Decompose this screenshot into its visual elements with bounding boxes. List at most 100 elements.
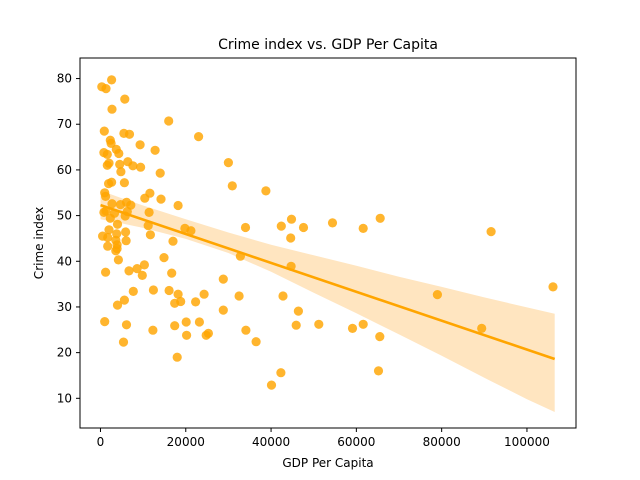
data-point — [124, 266, 134, 276]
data-point — [112, 300, 123, 310]
y-axis-ticks: 10 20 30 40 50 60 70 80 — [57, 72, 80, 405]
data-point — [124, 129, 135, 139]
data-point — [107, 199, 117, 209]
data-point — [99, 126, 109, 136]
data-point — [111, 246, 121, 256]
x-tick-label: 80000 — [423, 435, 461, 449]
data-point — [107, 104, 117, 114]
x-axis-ticks: 0 20000 40000 60000 80000 100000 — [97, 428, 550, 449]
y-tick-label: 80 — [57, 72, 72, 86]
data-point — [140, 193, 150, 203]
data-point — [286, 214, 297, 224]
data-point — [155, 168, 165, 178]
data-point — [293, 306, 303, 316]
data-point — [241, 325, 251, 335]
data-point — [119, 295, 129, 305]
data-point — [119, 178, 129, 188]
data-point — [156, 194, 166, 204]
data-point — [201, 330, 211, 340]
data-point — [181, 317, 191, 327]
data-point — [128, 286, 138, 296]
data-point — [172, 352, 182, 362]
data-point — [100, 317, 110, 327]
data-point — [135, 140, 145, 150]
data-point — [347, 323, 358, 333]
x-tick-label: 60000 — [337, 435, 375, 449]
x-axis-label: GDP Per Capita — [282, 456, 373, 470]
data-point — [113, 255, 123, 265]
data-point — [276, 221, 286, 231]
data-point — [327, 218, 338, 228]
y-tick-label: 30 — [57, 300, 72, 314]
data-point — [170, 298, 180, 308]
data-point — [227, 181, 237, 191]
y-tick-label: 40 — [57, 254, 72, 268]
data-point — [112, 219, 123, 229]
data-point — [115, 200, 126, 210]
data-point — [173, 289, 183, 299]
data-point — [548, 282, 558, 292]
data-point — [375, 213, 385, 223]
confidence-band — [100, 190, 555, 412]
data-point — [194, 132, 204, 142]
data-point — [99, 207, 109, 217]
data-point — [118, 337, 129, 347]
data-point — [101, 191, 111, 201]
data-point — [164, 116, 174, 126]
y-tick-label: 20 — [57, 346, 72, 360]
data-point — [150, 145, 160, 155]
data-point — [144, 207, 154, 217]
data-point — [105, 213, 115, 223]
data-point — [223, 158, 233, 168]
x-tick-label: 100000 — [504, 435, 550, 449]
data-point — [218, 305, 228, 315]
data-point — [148, 325, 158, 335]
data-point — [128, 161, 138, 171]
data-point — [107, 75, 117, 85]
chart-title: Crime index vs. GDP Per Capita — [218, 37, 438, 53]
data-point — [314, 319, 324, 329]
data-point — [234, 291, 244, 301]
data-point — [121, 320, 132, 330]
data-point — [170, 321, 180, 331]
data-point — [286, 233, 296, 243]
data-point — [132, 264, 142, 274]
data-point — [139, 260, 149, 270]
data-point — [266, 380, 277, 390]
data-point — [104, 158, 114, 168]
data-point — [276, 368, 286, 378]
data-point — [120, 94, 130, 104]
data-point — [186, 226, 196, 236]
data-point — [373, 366, 384, 376]
data-point — [145, 230, 155, 240]
data-point — [173, 200, 183, 211]
data-point — [121, 227, 131, 237]
x-tick-label: 20000 — [167, 435, 205, 449]
data-point — [278, 291, 288, 301]
data-point — [358, 223, 368, 233]
data-point — [164, 285, 174, 296]
data-point — [159, 253, 169, 263]
x-tick-label: 40000 — [252, 435, 290, 449]
data-point — [107, 177, 117, 187]
y-tick-label: 10 — [57, 391, 72, 405]
data-point — [251, 337, 261, 347]
data-point — [375, 332, 385, 342]
data-point — [102, 149, 112, 159]
data-point — [101, 84, 111, 94]
data-point — [106, 138, 116, 148]
data-point — [168, 236, 178, 246]
points-layer — [97, 75, 558, 390]
y-axis-label: Crime index — [32, 207, 46, 279]
data-point — [137, 270, 147, 280]
data-point — [218, 274, 228, 284]
data-point — [240, 222, 251, 233]
data-point — [477, 323, 487, 333]
data-point — [191, 297, 201, 307]
data-point — [486, 227, 496, 237]
data-point — [194, 317, 204, 327]
data-point — [104, 225, 114, 235]
y-tick-label: 50 — [57, 209, 72, 223]
